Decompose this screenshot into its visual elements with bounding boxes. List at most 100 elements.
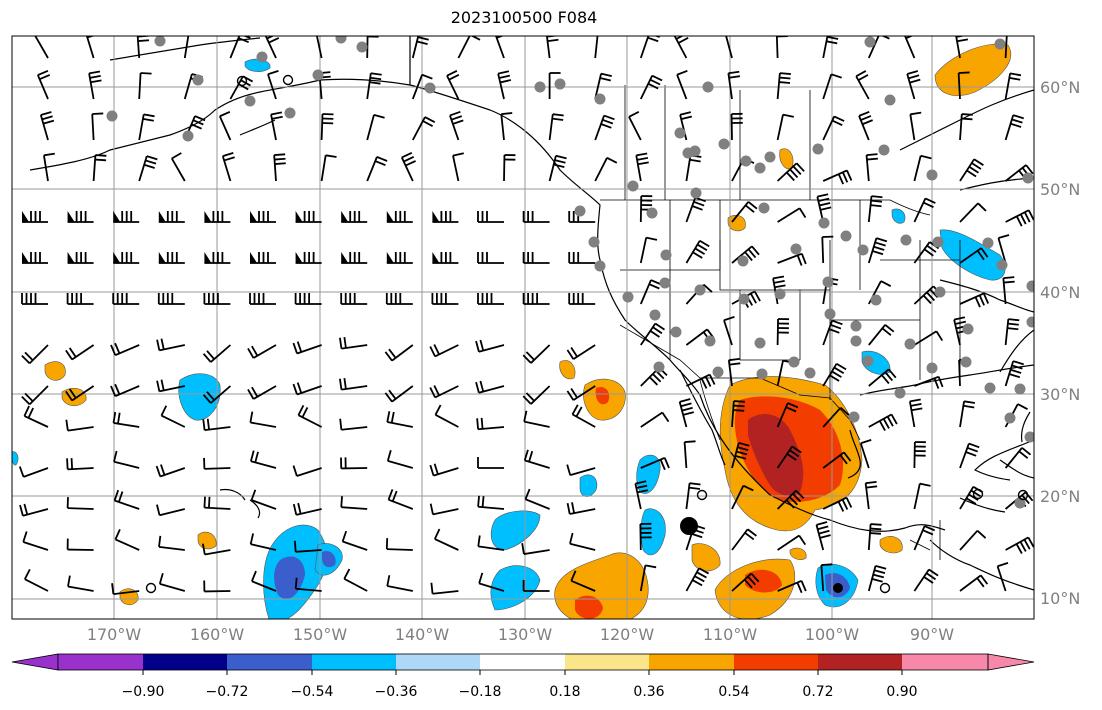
- wind-barb: [822, 36, 839, 59]
- contour-max-mexico: [748, 414, 804, 496]
- colorbar: −0.90 −0.72 −0.54 −0.36 −0.18 0.18 0.36 …: [11, 653, 1035, 700]
- barb-flag: [953, 316, 966, 321]
- wind-barb: [67, 211, 94, 223]
- wind-barb: [249, 411, 277, 428]
- barb-flag: [652, 326, 663, 335]
- barb-flag: [118, 491, 124, 503]
- barb-staff: [478, 426, 505, 431]
- barb-flag: [160, 405, 168, 416]
- barb-flag: [292, 503, 298, 516]
- wind-barb: [267, 70, 279, 100]
- barb-flag: [498, 74, 511, 79]
- wind-barb: [201, 543, 231, 556]
- barb-staff: [723, 319, 733, 346]
- barb-staff: [43, 155, 49, 182]
- barb-flag: [827, 36, 839, 40]
- barb-flag: [391, 490, 398, 502]
- contour-positive-small-1: [691, 543, 721, 572]
- barb-flag: [429, 503, 434, 515]
- barb-flag: [294, 577, 298, 589]
- barb-flag: [22, 531, 28, 543]
- wind-barb: [18, 466, 49, 478]
- barb-flag: [646, 236, 658, 241]
- lat-label: 30°N: [1040, 385, 1080, 404]
- wind-barb: [295, 252, 322, 264]
- station-dot: [960, 356, 972, 368]
- barb-flag: [265, 30, 275, 35]
- barb-flag: [750, 573, 760, 583]
- barb-flag: [982, 293, 990, 304]
- colorbar-label: −0.72: [206, 684, 249, 700]
- wind-barb: [676, 69, 688, 100]
- barb-flag: [866, 485, 878, 489]
- station-dot: [900, 234, 912, 246]
- wind-barb: [412, 116, 436, 141]
- wind-barb: [183, 36, 190, 59]
- barb-staff: [400, 157, 414, 182]
- barb-flag: [247, 348, 255, 359]
- barb-flag: [876, 237, 888, 243]
- wind-barb: [959, 292, 990, 308]
- station-dot: [154, 36, 166, 47]
- wind-barb: [434, 528, 459, 551]
- barb-flag: [416, 40, 428, 46]
- station-dot: [904, 338, 916, 350]
- colorbar-extend-high: [987, 653, 1035, 671]
- barb-flag: [674, 30, 684, 35]
- barb-staff: [387, 459, 414, 469]
- barb-flag: [744, 251, 753, 262]
- lon-label: 160°W: [190, 625, 245, 644]
- wind-barb: [855, 70, 870, 100]
- barb-flag: [449, 110, 461, 117]
- barb-flag: [114, 342, 121, 354]
- barb-flag: [910, 111, 922, 116]
- colorbar-outline: [57, 653, 989, 671]
- barb-flag: [65, 390, 73, 402]
- barb-staff: [115, 538, 140, 551]
- barb-flag: [679, 398, 691, 403]
- barb-flag: [1025, 164, 1034, 175]
- barb-staff: [865, 155, 870, 182]
- station-dot: [284, 107, 296, 119]
- barb-flag: [890, 413, 898, 425]
- barb-flag: [571, 502, 575, 514]
- station-dot: [534, 81, 546, 93]
- barb-flag: [401, 151, 413, 159]
- barb-flag: [925, 197, 936, 204]
- wind-barb: [628, 111, 642, 141]
- wind-barb: [340, 457, 368, 470]
- wind-barb: [685, 482, 701, 510]
- barb-staff: [67, 467, 94, 471]
- barb-flag: [297, 404, 305, 416]
- barb-flag: [525, 392, 535, 402]
- barb-pennant: [158, 211, 166, 222]
- wind-barb: [341, 211, 368, 223]
- barb-flag: [733, 404, 745, 408]
- barb-flag: [293, 540, 297, 552]
- wind-barb: [429, 463, 459, 477]
- barb-staff: [159, 344, 185, 352]
- wind-barb: [959, 574, 989, 592]
- barb-staff: [858, 115, 870, 141]
- barb-flag: [370, 76, 382, 81]
- barb-flag: [958, 71, 970, 74]
- station-dot: [926, 362, 938, 374]
- barb-flag: [24, 351, 34, 361]
- wind-barb: [959, 113, 973, 141]
- wind-barb: [1002, 276, 1015, 305]
- barb-flag: [817, 193, 829, 198]
- barb-flag: [841, 499, 849, 510]
- wind-barb: [500, 112, 513, 141]
- barb-flag: [750, 293, 757, 304]
- barb-flag: [156, 504, 161, 516]
- station-dot: [738, 293, 750, 305]
- contour-positive-e3: [727, 215, 746, 232]
- barb-flag: [908, 74, 920, 80]
- wind-barb: [685, 239, 710, 264]
- barb-flag: [301, 407, 309, 418]
- barb-flag: [743, 579, 753, 589]
- barb-flag: [860, 439, 872, 445]
- barb-staff: [412, 116, 426, 141]
- wind-barb: [639, 236, 658, 264]
- barb-flag: [390, 411, 395, 424]
